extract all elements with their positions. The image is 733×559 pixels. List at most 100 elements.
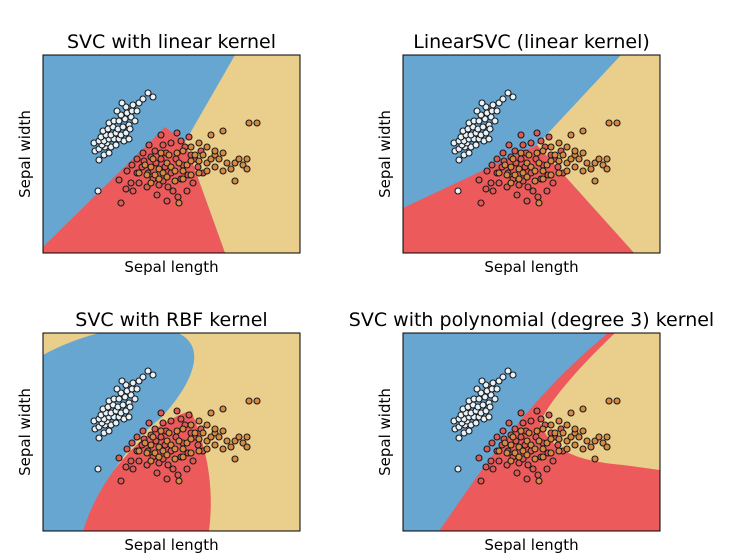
point-setosa [489,101,497,109]
point-virginica [535,159,543,167]
point-virginica [495,169,503,177]
point-versicolor [511,147,519,155]
point-versicolor [139,427,147,435]
point-virginica [195,169,203,177]
point-versicolor [183,187,191,195]
point-versicolor [524,183,532,191]
point-virginica [591,455,599,463]
point-setosa [94,465,102,473]
point-versicolor [133,433,141,441]
point-versicolor [537,137,545,145]
point-versicolor [543,465,551,473]
point-virginica [235,433,243,441]
point-versicolor [545,133,553,141]
point-virginica [523,451,531,459]
point-virginica [579,127,587,135]
point-versicolor [177,415,185,423]
point-virginica [603,155,611,163]
point-setosa [473,385,481,393]
point-versicolor [122,185,130,193]
point-virginica [613,397,621,405]
point-versicolor [128,161,136,169]
point-virginica [531,167,539,175]
point-virginica [173,149,181,157]
point-virginica [141,161,149,169]
point-virginica [235,155,243,163]
point-versicolor [495,457,503,465]
point-virginica [547,449,555,457]
point-versicolor [483,167,491,175]
point-virginica [149,433,157,441]
point-versicolor [554,441,562,449]
point-virginica [507,179,515,187]
point-versicolor [135,457,143,465]
point-setosa [491,395,499,403]
point-virginica [157,149,165,157]
point-virginica [219,405,227,413]
point-versicolor [523,475,531,483]
point-setosa [149,93,157,101]
point-virginica [203,143,211,151]
point-versicolor [194,163,202,171]
point-versicolor [543,187,551,195]
point-virginica [547,143,555,151]
point-versicolor [529,187,537,195]
point-virginica [253,119,261,127]
panel-title: SVC with polynomial (degree 3) kernel [349,309,714,331]
point-virginica [567,409,575,417]
point-virginica [195,139,203,147]
y-axis-label: Sepal width [16,388,34,476]
point-versicolor [523,197,531,205]
point-versicolor [488,439,496,447]
point-setosa [485,135,493,143]
point-virginica [227,165,235,173]
point-setosa [129,379,137,387]
point-setosa [478,99,486,107]
point-setosa [485,413,493,421]
point-virginica [157,427,165,435]
point-virginica [563,143,571,151]
point-setosa [129,101,137,109]
point-versicolor [489,465,497,473]
point-setosa [149,371,157,379]
point-versicolor [173,407,181,415]
point-versicolor [127,457,135,465]
point-setosa [119,123,127,131]
point-versicolor [128,439,136,447]
point-versicolor [489,187,497,195]
point-virginica [165,151,173,159]
point-versicolor [115,176,123,184]
point-setosa [133,107,141,115]
point-setosa [504,367,512,375]
point-versicolor [482,463,490,471]
point-setosa [131,395,139,403]
point-versicolor [164,183,172,191]
point-setosa [112,419,120,427]
point-virginica [539,445,547,453]
point-versicolor [189,179,197,187]
point-versicolor [157,131,165,139]
point-setosa [115,395,123,403]
point-virginica [165,429,173,437]
point-versicolor [151,147,159,155]
point-virginica [187,143,195,151]
x-axis-label: Sepal length [484,258,578,276]
point-virginica [203,167,211,175]
point-virginica [243,433,251,441]
plot-frame [42,54,301,254]
point-versicolor [545,411,553,419]
decision-regions [43,333,300,531]
point-virginica [245,397,253,405]
point-virginica [179,167,187,175]
point-virginica [523,173,531,181]
point-virginica [195,447,203,455]
point-versicolor [488,161,496,169]
point-setosa [475,117,483,125]
region-class-1 [403,145,634,253]
panel-title: SVC with linear kernel [67,31,276,53]
point-virginica [555,169,563,177]
point-virginica [243,165,251,173]
point-virginica [149,155,157,163]
point-virginica [211,147,219,155]
region-class-2 [537,55,660,253]
